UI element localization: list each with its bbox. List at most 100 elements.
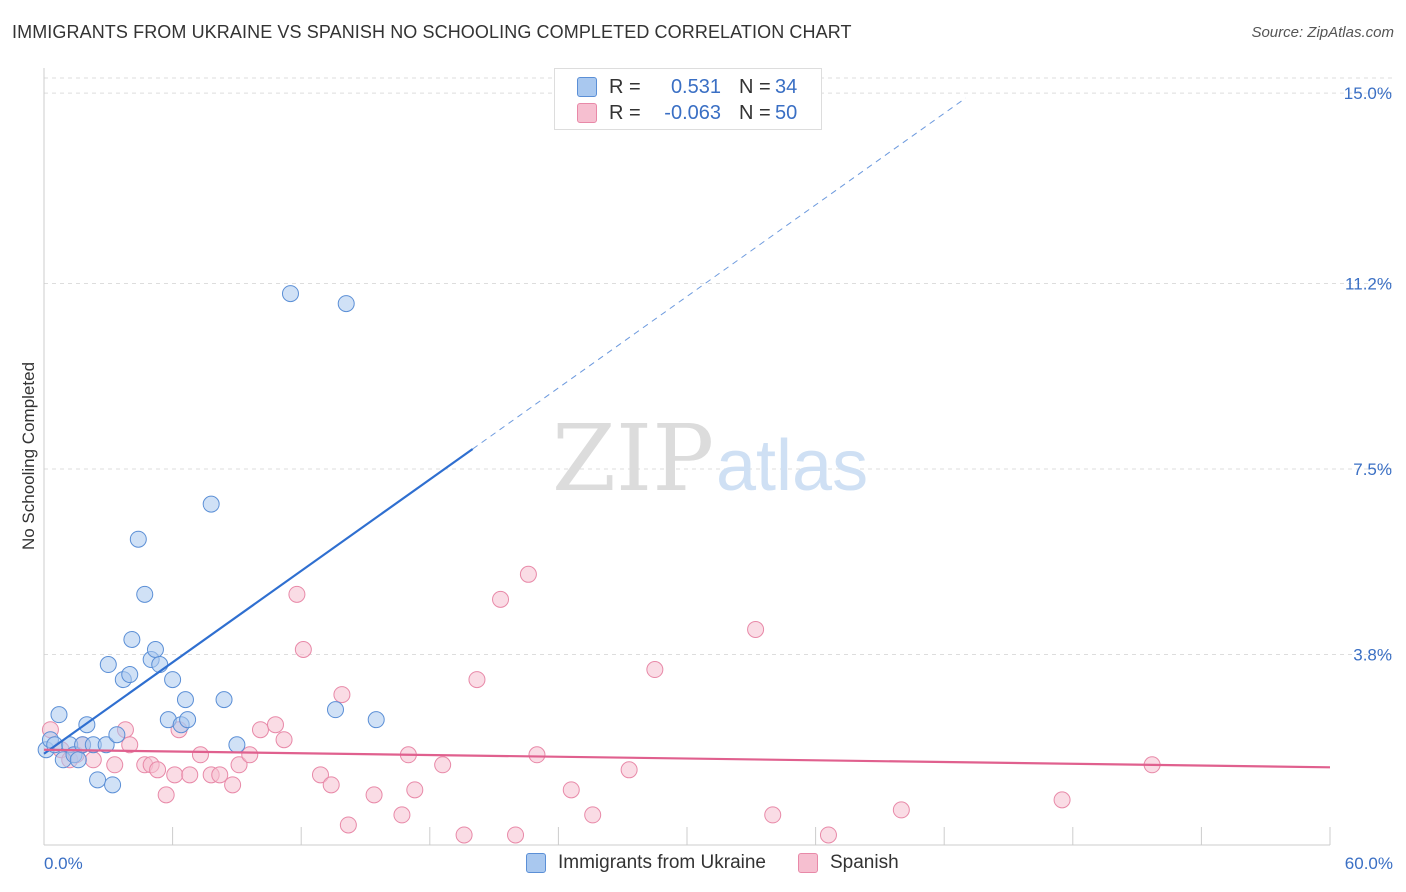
y-tick-label: 3.8% [1353,646,1392,665]
x-tick-label-min: 0.0% [44,854,83,873]
ukraine-point [50,706,68,724]
y-tick-label: 7.5% [1353,460,1392,479]
spanish-point [275,731,293,749]
spanish-point [166,766,184,784]
ukraine-point [202,495,220,513]
ukraine-legend-swatch [526,853,546,873]
ukraine-point [89,771,107,789]
spanish-point [251,721,269,739]
ukraine-trend-line [43,448,474,755]
ukraine-point [104,776,122,794]
ukraine-point [215,691,233,709]
series-legend: Immigrants from Ukraine Spanish [526,852,931,874]
ukraine-point [337,295,355,313]
y-tick-label: 11.2% [1345,275,1392,294]
ukraine-point [176,691,194,709]
legend-label-spanish: Spanish [830,852,899,873]
spanish-point [211,766,229,784]
spanish-point [646,661,664,679]
spanish-point [584,806,602,824]
ukraine-point [108,726,126,744]
spanish-point [747,620,765,638]
spanish-point [562,781,580,799]
watermark-zip: ZIP [552,405,714,512]
legend-item-spanish[interactable]: Spanish [798,852,899,874]
spanish-point [455,826,473,844]
spanish-point [224,776,242,794]
tick-labels: 3.8% 7.5% 11.2% 15.0% 0.0% 60.0% [44,84,1393,873]
ukraine-swatch [577,77,597,97]
spanish-point [1053,791,1071,809]
ukraine-point [326,701,344,719]
ukraine-points [37,285,385,794]
y-axis-label: No Schooling Completed [19,362,38,550]
spanish-point [333,686,351,704]
spanish-point [294,640,312,658]
y-tick-label: 15.0% [1344,84,1392,103]
ukraine-point [146,640,164,658]
chart-title: IMMIGRANTS FROM UKRAINE VS SPANISH NO SC… [12,22,852,42]
ukraine-point [129,530,147,548]
ukraine-point [228,736,246,754]
ukraine-point [164,671,182,689]
legend-label-ukraine: Immigrants from Ukraine [558,852,766,873]
spanish-point [764,806,782,824]
legend-r-label: R = [609,101,641,124]
spanish-point [311,766,329,784]
spanish-point [191,746,209,764]
axes [43,68,1331,846]
spanish-point [121,736,139,754]
ukraine-trend-extension [472,97,966,450]
x-tick-label-max: 60.0% [1345,854,1393,873]
spanish-point [106,756,124,774]
spanish-points [41,565,1161,844]
spanish-swatch [577,103,597,123]
spanish-point [230,756,248,774]
spanish-point [84,751,102,769]
legend-item-ukraine[interactable]: Immigrants from Ukraine [526,852,766,874]
source-label: Source: ZipAtlas.com [1251,24,1394,41]
spanish-point [819,826,837,844]
ukraine-point [69,751,87,769]
correlation-legend: R = 0.531 N = 34 R = -0.063 N = 50 [554,68,822,130]
spanish-point [266,716,284,734]
legend-n-label: N = [739,101,771,124]
trend-lines [43,97,1331,769]
spanish-point [492,590,510,608]
spanish-point [365,786,383,804]
ukraine-point [179,711,197,729]
ukraine-point [281,285,299,303]
ukraine-point [97,736,115,754]
spanish-point [892,801,910,819]
spanish-legend-swatch [798,853,818,873]
legend-n-label: N = [739,75,771,98]
spanish-point [468,671,486,689]
ukraine-point [123,630,141,648]
spanish-point [181,766,199,784]
spanish-point [519,565,537,583]
ukraine-point [121,666,139,684]
spanish-point [507,826,525,844]
spanish-point [393,806,411,824]
spanish-trend-line [43,748,1331,769]
spanish-point [241,746,259,764]
legend-row-spanish: R = -0.063 N = 50 [577,101,797,125]
ukraine-point [367,711,385,729]
legend-n-value-ukraine: 34 [775,75,798,98]
spanish-point [157,786,175,804]
spanish-point [406,781,424,799]
legend-row-ukraine: R = 0.531 N = 34 [577,75,797,99]
legend-r-value-spanish: -0.063 [664,101,721,124]
spanish-point [434,756,452,774]
spanish-point [339,816,357,834]
spanish-point [620,761,638,779]
ukraine-point [99,656,117,674]
spanish-point [528,746,546,764]
spanish-point [288,585,306,603]
gridlines [44,77,1392,656]
legend-r-value-ukraine: 0.531 [670,75,721,98]
spanish-point [322,776,340,794]
spanish-point [149,761,167,779]
ukraine-point [136,585,154,603]
